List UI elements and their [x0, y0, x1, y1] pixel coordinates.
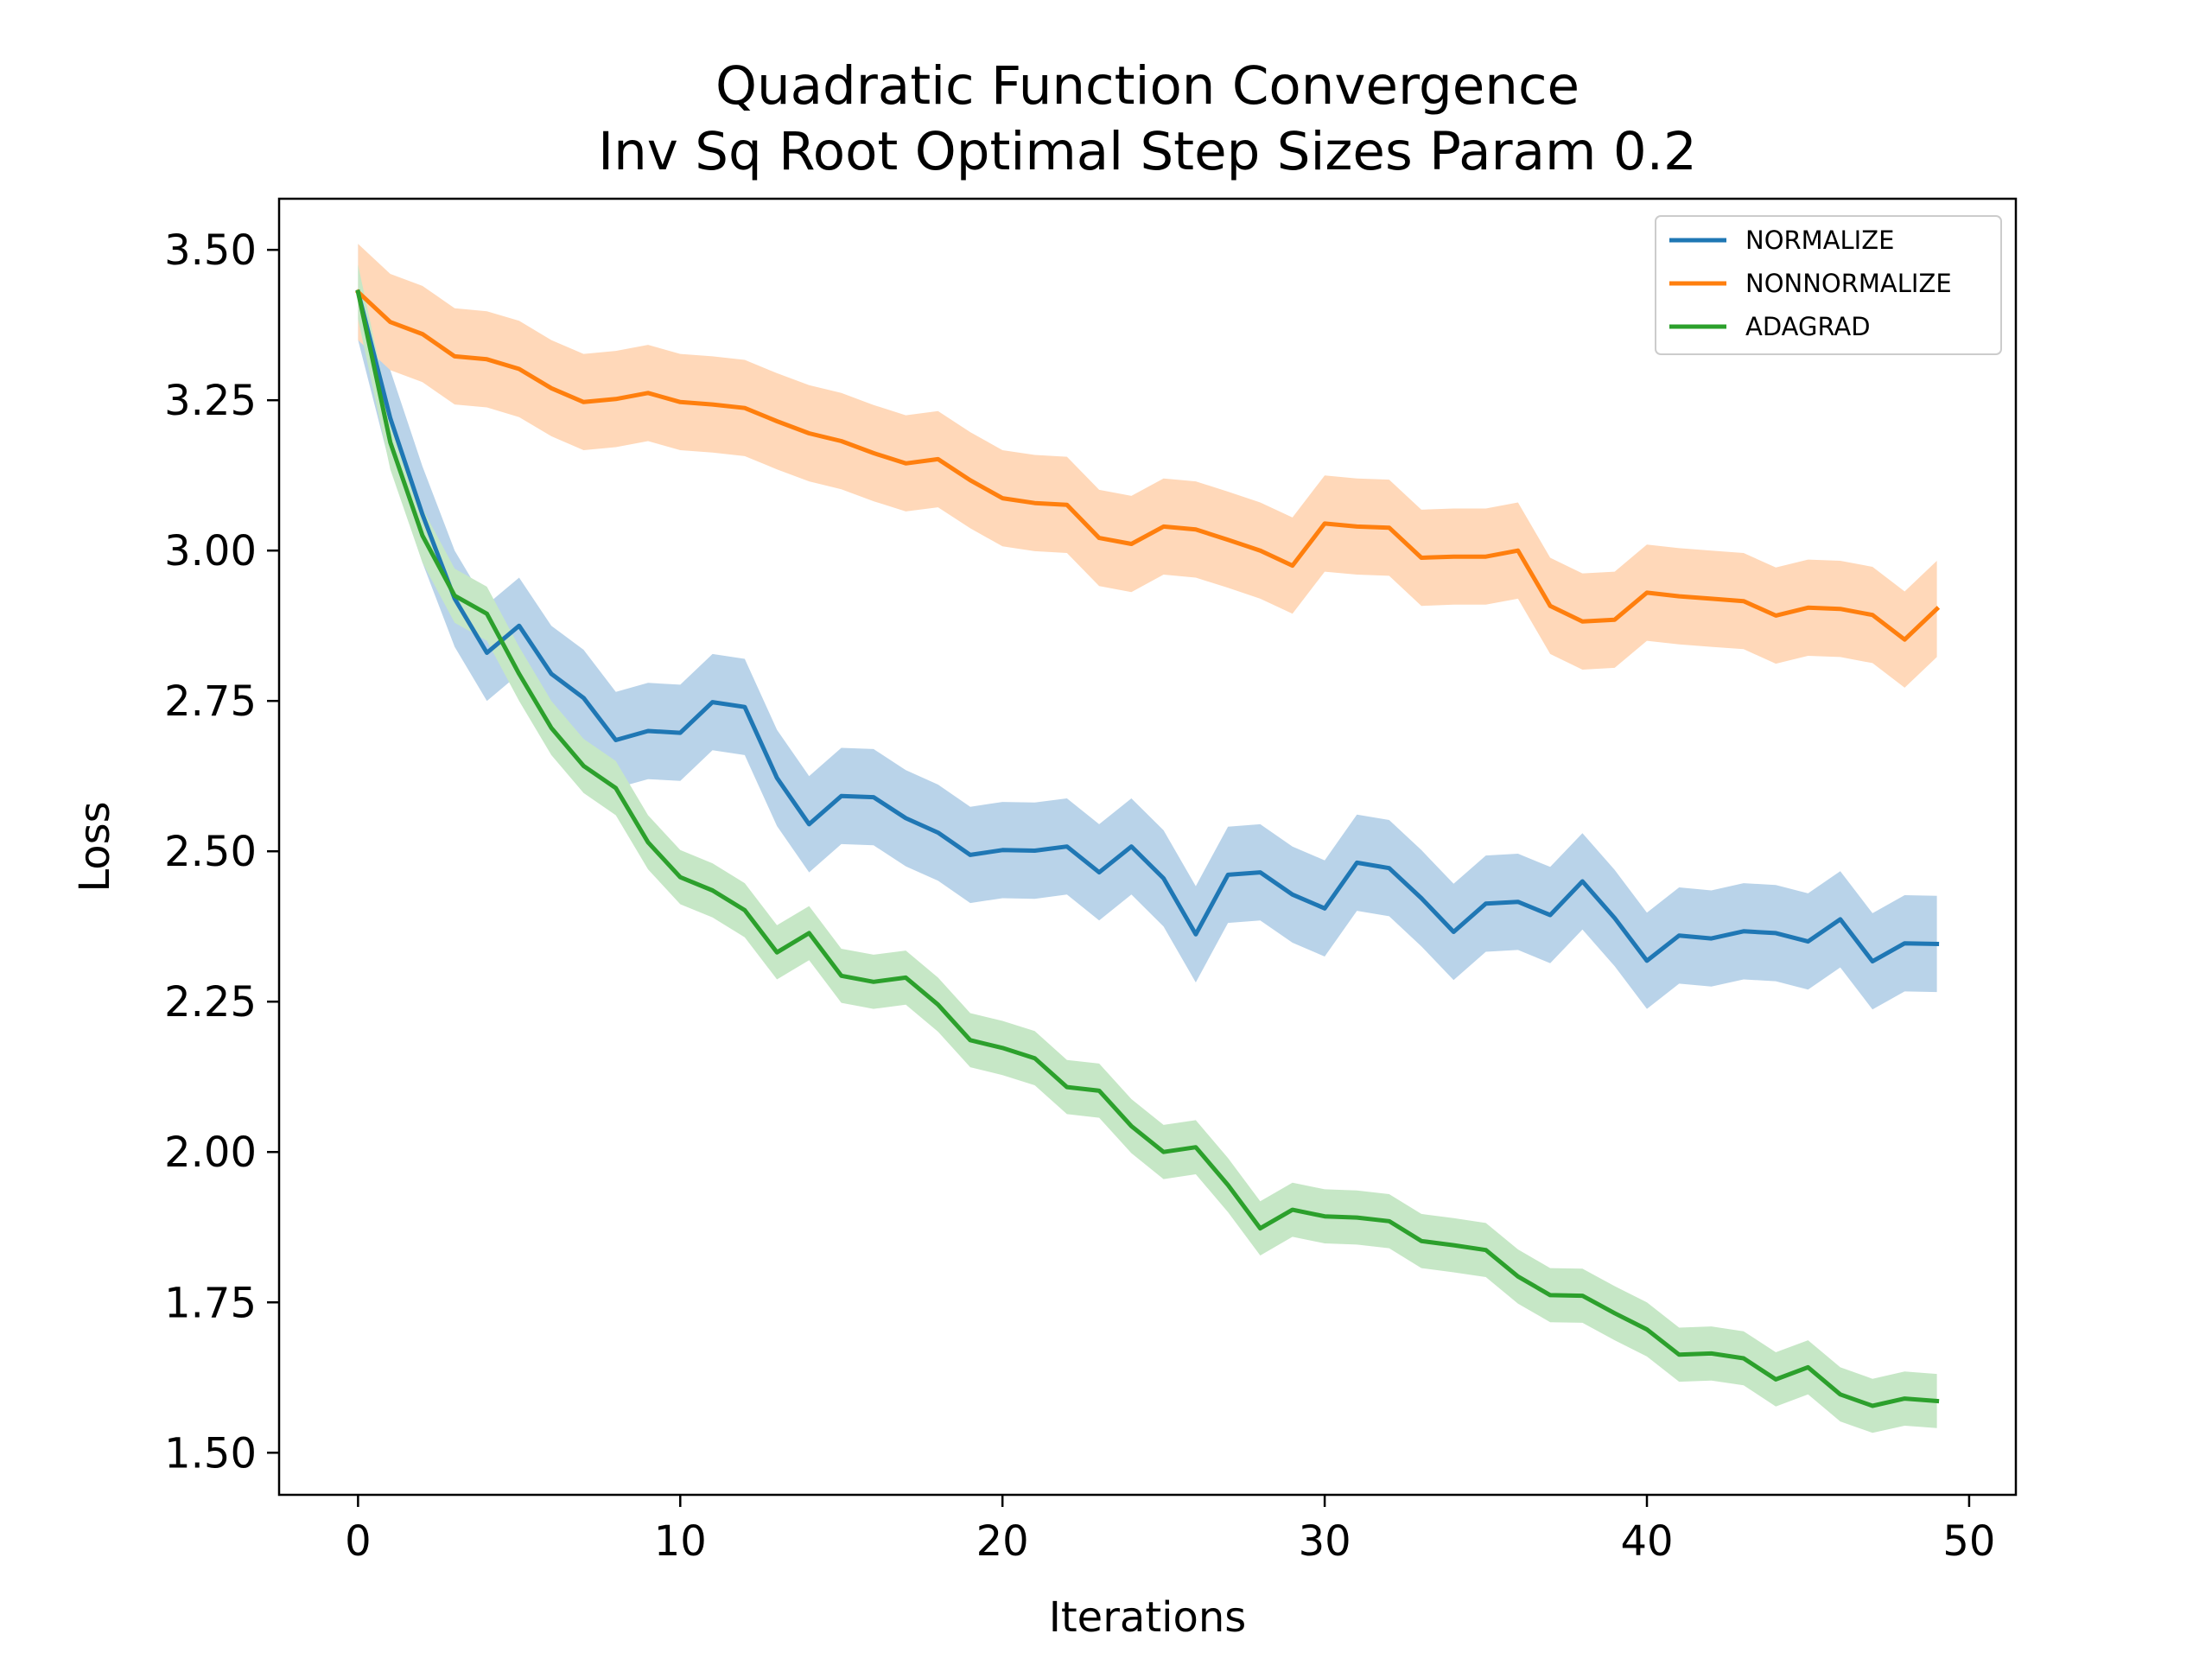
x-axis-label: Iterations: [1049, 1593, 1247, 1642]
x-tick-label: 20: [976, 1517, 1029, 1566]
band-nonnormalize: [358, 244, 1937, 688]
series-line-normalize: [355, 289, 1940, 964]
series-line-adagrad: [355, 289, 1940, 1408]
legend-label-normalize: NORMALIZE: [1745, 226, 1894, 255]
y-tick-label: 3.50: [164, 226, 257, 275]
x-tick-label: 30: [1299, 1517, 1351, 1566]
x-axis-ticks: 0 10 20 30 40 50: [345, 1495, 1995, 1566]
series-line-nonnormalize: [354, 289, 1941, 642]
y-tick-label: 1.50: [164, 1429, 257, 1478]
y-tick-label: 2.25: [164, 978, 257, 1027]
x-tick-label: 50: [1942, 1517, 1995, 1566]
y-tick-label: 3.00: [164, 527, 257, 575]
legend-label-nonnormalize: NONNORMALIZE: [1745, 269, 1952, 298]
x-tick-label: 10: [654, 1517, 707, 1566]
y-axis-ticks: 1.50 1.75 2.00 2.25 2.50 2.75 3.00 3.25 3.50: [164, 226, 279, 1478]
x-tick-label: 0: [345, 1517, 372, 1566]
y-tick-label: 1.75: [164, 1279, 257, 1327]
y-tick-label: 2.50: [164, 828, 257, 876]
legend: NORMALIZE NONNORMALIZE ADAGRAD: [1655, 215, 2002, 355]
y-tick-label: 3.25: [164, 377, 257, 425]
chart-subtitle: Inv Sq Root Optimal Step Sizes Param 0.2: [598, 121, 1697, 182]
y-tick-label: 2.75: [164, 677, 257, 726]
legend-box: [1655, 215, 2002, 355]
series-lines: [354, 289, 1941, 1408]
legend-label-adagrad: ADAGRAD: [1745, 312, 1871, 341]
x-tick-label: 40: [1620, 1517, 1673, 1566]
legend-items: NORMALIZE NONNORMALIZE ADAGRAD: [1669, 226, 1952, 341]
band-adagrad: [358, 264, 1937, 1433]
y-tick-label: 2.00: [164, 1128, 257, 1177]
plot-frame: [277, 197, 2018, 1497]
chart-title: Quadratic Function Convergence: [715, 55, 1580, 117]
y-axis-label: Loss: [71, 801, 119, 892]
